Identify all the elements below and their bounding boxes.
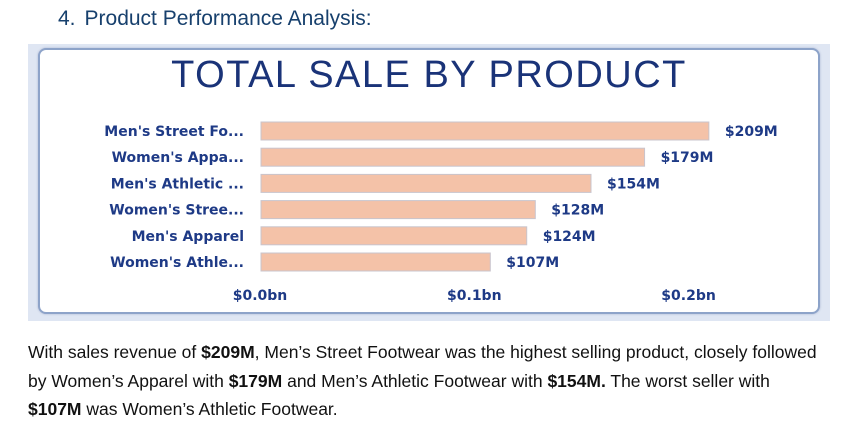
value-label: $124M bbox=[543, 229, 596, 245]
bar-chart: Men's Street Fo... $209M Women's Appa... $1… bbox=[104, 121, 778, 304]
x-tick-label: $0.2bn bbox=[661, 288, 716, 304]
x-tick-label: $0.0bn bbox=[233, 288, 288, 304]
bar bbox=[260, 226, 528, 246]
summary-highlight-4: $107M bbox=[28, 399, 82, 419]
chart-title: TOTAL SALE BY PRODUCT bbox=[171, 54, 687, 96]
category-label: Women's Athle... bbox=[110, 255, 244, 271]
summary-highlight-1: $209M bbox=[201, 342, 255, 362]
value-label: $107M bbox=[506, 255, 559, 271]
value-label: $209M bbox=[725, 124, 778, 140]
bar bbox=[260, 147, 646, 167]
summary-paragraph: With sales revenue of $209M, Men’s Stree… bbox=[28, 338, 828, 424]
value-label: $154M bbox=[607, 176, 660, 192]
section-title: Product Performance Analysis: bbox=[84, 7, 372, 30]
bar bbox=[260, 252, 491, 272]
category-label: Men's Street Fo... bbox=[104, 124, 244, 140]
summary-highlight-2: $179M bbox=[228, 370, 283, 391]
x-tick-label: $0.1bn bbox=[447, 288, 502, 304]
value-label: $128M bbox=[551, 203, 604, 219]
summary-text-3: and Men’s Athletic Footwear with bbox=[282, 370, 548, 391]
category-label: Women's Stree... bbox=[109, 203, 244, 219]
category-label: Women's Appa... bbox=[112, 150, 244, 166]
bar bbox=[260, 173, 592, 193]
section-heading: 4. Product Performance Analysis: bbox=[58, 7, 372, 31]
bar bbox=[260, 121, 710, 141]
summary-text-2: , Men’s Street Footwear was the highest … bbox=[28, 342, 817, 391]
summary-text-4: The worst seller with bbox=[605, 370, 770, 391]
value-label: $179M bbox=[661, 150, 714, 166]
category-label: Men's Athletic ... bbox=[111, 176, 244, 192]
summary-text-1: With sales revenue of bbox=[28, 342, 202, 362]
bar bbox=[260, 200, 536, 220]
chart-frame: TOTAL SALE BY PRODUCT Men's Street Fo...… bbox=[28, 44, 830, 321]
summary-highlight-3: $154M. bbox=[547, 370, 606, 391]
section-number: 4. bbox=[58, 7, 76, 30]
chart-panel: TOTAL SALE BY PRODUCT Men's Street Fo...… bbox=[38, 48, 820, 314]
summary-text-5: was Women’s Athletic Footwear. bbox=[81, 399, 338, 419]
category-label: Men's Apparel bbox=[132, 229, 244, 245]
